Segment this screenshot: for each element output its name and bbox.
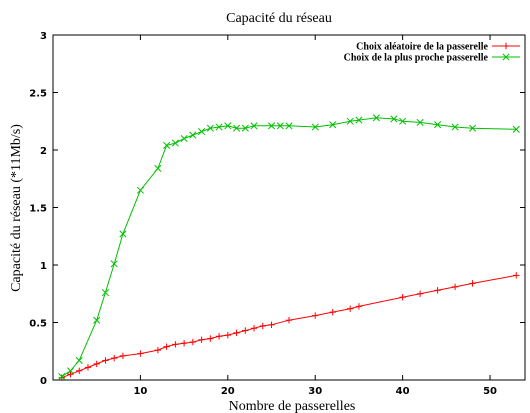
data-point bbox=[233, 124, 241, 132]
data-point bbox=[311, 123, 319, 131]
data-point bbox=[66, 367, 75, 375]
plot-frame bbox=[52, 34, 526, 381]
series-2 bbox=[58, 114, 520, 381]
x-tick-label: 50 bbox=[483, 386, 497, 397]
data-point bbox=[329, 308, 336, 316]
data-point bbox=[119, 230, 127, 238]
data-point bbox=[399, 294, 406, 301]
data-point bbox=[513, 272, 520, 279]
y-tick-label: 0 bbox=[40, 376, 47, 387]
data-point bbox=[312, 312, 319, 319]
data-point bbox=[215, 333, 223, 340]
data-point bbox=[451, 123, 459, 131]
data-point bbox=[346, 305, 354, 312]
y-tick-label: 2 bbox=[40, 146, 47, 157]
data-point bbox=[189, 131, 197, 139]
data-point bbox=[390, 115, 398, 123]
data-point bbox=[154, 164, 162, 172]
data-point bbox=[267, 122, 276, 130]
data-point bbox=[502, 53, 510, 61]
data-point bbox=[163, 343, 170, 350]
data-point bbox=[224, 331, 232, 339]
data-point bbox=[512, 125, 520, 133]
data-point bbox=[136, 186, 144, 194]
data-point bbox=[110, 260, 118, 268]
data-point bbox=[84, 364, 92, 371]
data-point bbox=[242, 327, 249, 334]
chart-title: Capacité du réseau bbox=[226, 11, 332, 26]
data-point bbox=[206, 124, 214, 132]
y-tick-label: 1 bbox=[40, 261, 47, 272]
data-point bbox=[110, 354, 118, 362]
data-point bbox=[189, 338, 197, 346]
data-point bbox=[276, 122, 284, 130]
data-point bbox=[198, 336, 205, 343]
data-point bbox=[268, 321, 275, 328]
data-point bbox=[469, 124, 477, 132]
x-tick-label: 40 bbox=[396, 386, 410, 397]
data-point bbox=[399, 117, 407, 125]
data-point bbox=[119, 352, 127, 360]
data-point bbox=[67, 371, 74, 378]
data-point bbox=[102, 357, 109, 364]
data-point bbox=[250, 122, 258, 130]
data-point bbox=[434, 121, 442, 129]
legend-label: Choix aléatoire de la passerelle bbox=[356, 42, 488, 53]
data-point bbox=[180, 340, 188, 347]
data-point bbox=[154, 346, 162, 354]
data-point bbox=[502, 42, 510, 50]
data-point bbox=[93, 360, 100, 368]
x-tick-label: 20 bbox=[221, 386, 235, 397]
y-axis-label: Capacité du réseau (*11Mb/s) bbox=[9, 124, 24, 292]
data-point bbox=[180, 134, 188, 143]
data-point bbox=[76, 367, 83, 374]
data-point bbox=[75, 356, 83, 365]
data-point bbox=[58, 372, 66, 381]
data-point bbox=[372, 114, 380, 122]
data-point bbox=[233, 329, 240, 337]
x-tick-label: 10 bbox=[133, 386, 147, 397]
legend-entry-2: Choix de la plus proche passerelle bbox=[344, 53, 520, 64]
data-point bbox=[434, 287, 441, 294]
series-line bbox=[61, 117, 517, 378]
axis-ticks: 0 0.5 1 1.5 2 2.5 3 10 20 30 40 50 bbox=[29, 31, 525, 397]
data-point bbox=[101, 289, 109, 297]
data-point bbox=[207, 335, 214, 342]
series-group bbox=[58, 114, 520, 381]
data-point bbox=[355, 116, 363, 124]
data-point bbox=[93, 316, 101, 324]
data-point bbox=[215, 123, 223, 131]
data-point bbox=[58, 374, 65, 381]
data-point bbox=[416, 118, 424, 126]
data-point bbox=[469, 280, 476, 287]
data-point bbox=[355, 303, 363, 310]
data-point bbox=[137, 350, 144, 357]
data-point bbox=[198, 128, 206, 136]
series-line bbox=[61, 274, 517, 379]
x-tick-label: 30 bbox=[308, 386, 322, 397]
data-point bbox=[346, 117, 354, 125]
series-1 bbox=[58, 272, 520, 381]
data-point bbox=[171, 139, 179, 147]
data-point bbox=[451, 283, 459, 291]
data-point bbox=[285, 317, 293, 324]
data-point bbox=[329, 121, 337, 129]
data-point bbox=[224, 122, 232, 130]
x-axis-label: Nombre de passerelles bbox=[229, 399, 356, 413]
data-point bbox=[250, 325, 258, 332]
data-point bbox=[259, 322, 266, 330]
y-tick-label: 2.5 bbox=[29, 89, 47, 100]
legend-label: Choix de la plus proche passerelle bbox=[344, 53, 489, 64]
data-point bbox=[163, 141, 171, 149]
data-point bbox=[241, 124, 249, 132]
data-point bbox=[285, 122, 293, 130]
y-tick-label: 1.5 bbox=[29, 204, 47, 215]
y-tick-label: 0.5 bbox=[29, 319, 47, 330]
y-tick-label: 3 bbox=[40, 31, 47, 42]
data-point bbox=[172, 341, 179, 348]
data-point bbox=[416, 290, 424, 297]
legend-entry-1: Choix aléatoire de la passerelle bbox=[356, 42, 520, 53]
